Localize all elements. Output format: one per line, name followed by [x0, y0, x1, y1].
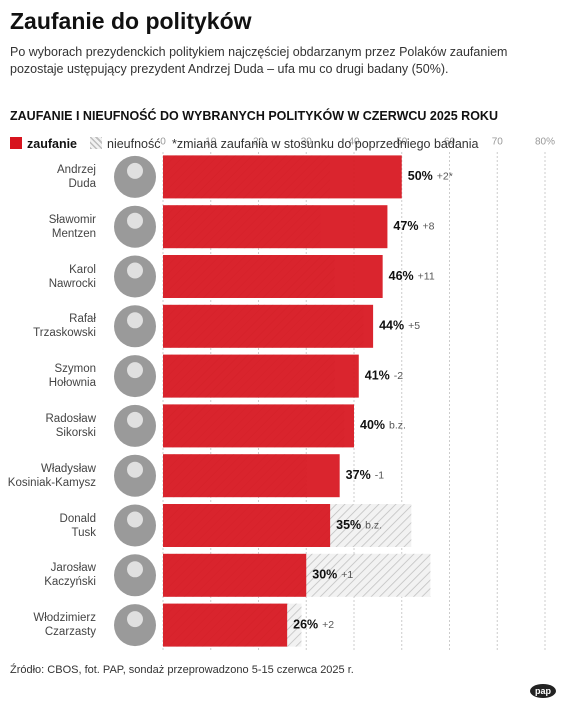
- x-tick-label: 80%: [535, 137, 555, 148]
- photo-head: [127, 461, 143, 478]
- note: *zmiana zaufania w stosunku do poprzedni…: [172, 137, 479, 151]
- change-label: -2: [394, 370, 403, 382]
- change-label: b.z.: [365, 519, 382, 531]
- category-label: Włodzimierz Czarzasty: [33, 612, 96, 639]
- category-label: Rafał Trzaskowski: [33, 313, 96, 340]
- legend-label: zaufanie: [27, 137, 78, 151]
- legend-label: nieufność: [107, 137, 161, 151]
- value-label: 26%: [293, 617, 318, 631]
- bar-trust: [163, 354, 359, 398]
- photo-head: [127, 162, 143, 179]
- chart-title: ZAUFANIE I NIEUFNOŚĆ DO WYBRANYCH POLITY…: [10, 109, 498, 123]
- bar-trust: [163, 255, 383, 298]
- photo-head: [127, 362, 143, 379]
- value-label: 41%: [365, 368, 390, 382]
- change-label: +2*: [437, 171, 453, 183]
- photo-head: [127, 511, 143, 528]
- change-label: +8: [422, 220, 434, 232]
- photo-head: [127, 411, 143, 428]
- change-label: +2: [322, 619, 334, 631]
- category-label: Karol Nawrocki: [48, 263, 96, 290]
- change-label: +11: [418, 270, 435, 282]
- value-label: 47%: [393, 219, 418, 233]
- legend-swatch: [10, 137, 22, 151]
- photo-head: [127, 312, 143, 329]
- bar-trust: [163, 504, 331, 547]
- bar-trust: [163, 304, 374, 348]
- value-label: 30%: [312, 568, 337, 582]
- value-label: 44%: [379, 319, 404, 333]
- category-label: Donald Tusk: [59, 512, 96, 539]
- legend-swatch: [90, 137, 102, 151]
- value-label: 50%: [408, 169, 433, 183]
- category-label: Szymon Hołownia: [48, 363, 96, 390]
- change-label: b.z.: [389, 420, 406, 432]
- value-label: 35%: [336, 518, 361, 532]
- x-tick-label: 30: [301, 137, 313, 148]
- value-label: 46%: [389, 269, 414, 283]
- bar-trust: [163, 205, 388, 249]
- category-label: Radosław Sikorski: [45, 412, 97, 439]
- title: Zaufanie do polityków: [10, 8, 252, 34]
- subtitle: Po wyborach prezydenckich politykiem naj…: [10, 45, 508, 76]
- x-tick-label: 20: [253, 137, 265, 148]
- category-label: Władysław Kosiniak-Kamysz: [7, 462, 96, 489]
- change-label: -1: [375, 469, 384, 481]
- photo-head: [127, 611, 143, 628]
- bar-trust: [163, 155, 402, 199]
- bar-trust: [163, 553, 307, 597]
- source: Źródło: CBOS, fot. PAP, sondaż przeprowa…: [10, 664, 354, 676]
- photo-head: [127, 262, 143, 279]
- value-label: 40%: [360, 418, 385, 432]
- photo-head: [127, 561, 143, 578]
- x-tick-label: 40: [348, 137, 360, 148]
- category-label: Jarosław Kaczyński: [44, 562, 96, 589]
- x-tick-label: 60: [444, 137, 456, 148]
- category-label: Andrzej Duda: [57, 163, 96, 190]
- category-label: Sławomir Mentzen: [48, 213, 96, 240]
- bar-trust: [163, 404, 354, 448]
- x-tick-label: 10: [205, 137, 217, 148]
- change-label: +5: [408, 320, 420, 332]
- value-label: 37%: [346, 468, 371, 482]
- photo-head: [127, 212, 143, 229]
- logo: pap: [529, 684, 556, 698]
- change-label: +1: [341, 569, 353, 581]
- bar-trust: [163, 454, 340, 498]
- x-tick-label: 50: [396, 137, 408, 148]
- bar-trust: [163, 603, 288, 647]
- x-tick-label: 70: [492, 137, 504, 148]
- x-tick-label: 0: [160, 137, 166, 148]
